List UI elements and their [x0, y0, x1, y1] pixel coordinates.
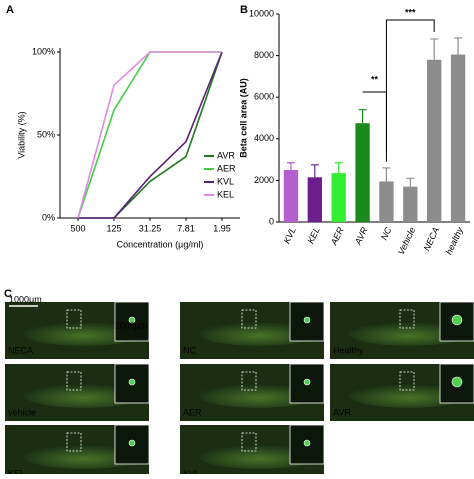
y-tick-label: 50%: [37, 129, 55, 139]
inset-box: [399, 309, 415, 329]
y-tick-label: 4000: [254, 133, 274, 143]
panel-label: B: [240, 4, 248, 16]
x-tick-label: 125: [106, 223, 121, 233]
bar: [427, 59, 442, 223]
annotation: **: [371, 74, 379, 84]
y-axis-label: Viability (%): [16, 111, 26, 158]
image-label: AVR: [333, 407, 351, 417]
error-bar: [430, 38, 439, 60]
image-label: vehicle: [8, 407, 36, 417]
panel-label: C: [4, 288, 12, 300]
islet: [303, 378, 311, 386]
bar: [450, 54, 466, 223]
y-tick-label: 10000: [249, 8, 274, 18]
series-line: [77, 51, 222, 219]
bar: [307, 177, 322, 222]
error-bar: [382, 167, 391, 182]
legend-label: AER: [217, 163, 236, 173]
image-label: KEL: [8, 468, 25, 474]
x-tick-label: AVR: [352, 225, 369, 247]
bracket: [385, 19, 435, 162]
legend-label: KEL: [217, 189, 234, 199]
y-tick-label: 6000: [254, 92, 274, 102]
annotation: ***: [405, 7, 416, 17]
inset-box: [241, 432, 257, 452]
islet: [451, 376, 463, 388]
x-tick-label: 500: [70, 223, 85, 233]
error-bar: [286, 162, 295, 170]
legend-label: AVR: [217, 150, 235, 160]
y-tick-label: 0%: [42, 212, 55, 222]
image-label: KVL: [183, 468, 200, 474]
islet: [303, 439, 311, 447]
inset-box: [66, 371, 82, 391]
larva: [198, 382, 320, 408]
larva: [198, 443, 320, 469]
bar: [379, 181, 394, 222]
x-tick-label: 1.95: [213, 223, 231, 233]
inset-scale-label: 1000μm: [115, 320, 148, 330]
image-label: AER: [183, 407, 202, 417]
image-label: NC: [183, 345, 196, 355]
series-line: [78, 51, 223, 219]
x-tick-label: 31.25: [139, 223, 162, 233]
error-bar: [334, 162, 343, 174]
bar: [331, 173, 346, 222]
islet: [128, 439, 136, 447]
x-tick-label: 7.81: [177, 223, 195, 233]
larva: [348, 320, 470, 346]
inset-box: [66, 432, 82, 452]
larva: [23, 320, 145, 346]
error-bar: [310, 164, 319, 178]
panel-label: A: [6, 4, 14, 16]
islet: [451, 314, 463, 326]
bar: [283, 170, 299, 222]
x-tick-label: NC: [379, 225, 394, 241]
islet: [303, 316, 311, 324]
x-tick-label: KEL: [306, 226, 322, 246]
inset: [289, 363, 325, 404]
bar: [355, 123, 370, 222]
series-line: [77, 51, 222, 219]
y-tick-label: 2000: [254, 175, 274, 185]
y-tick-label: 100%: [32, 46, 55, 56]
x-tick-label: NECA: [422, 226, 442, 253]
x-tick-label: Vehicle: [396, 226, 417, 257]
y-axis-label: Beta cell area (AU): [238, 78, 248, 158]
series-line: [78, 51, 223, 219]
legend-label: KVL: [217, 176, 234, 186]
x-tick-label: healthy: [444, 225, 466, 256]
larva: [348, 382, 470, 408]
error-bar: [454, 37, 463, 55]
islet: [128, 316, 136, 324]
islet: [128, 378, 136, 386]
scale-label: 1000μm: [9, 294, 42, 304]
y-tick-label: 8000: [254, 50, 274, 60]
image-label: NECA: [8, 345, 33, 355]
y-tick-label: 0: [269, 216, 274, 226]
inset-box: [241, 371, 257, 391]
inset-box: [66, 309, 82, 329]
inset-box: [399, 371, 415, 391]
error-bar: [358, 109, 367, 124]
larva: [198, 320, 320, 346]
bar: [403, 186, 418, 222]
x-axis-label: Concentration (µg/ml): [117, 239, 204, 249]
larva: [23, 443, 145, 469]
x-tick-label: AER: [328, 225, 346, 247]
x-tick-label: KVL: [282, 226, 298, 246]
inset-box: [241, 309, 257, 329]
larva: [23, 382, 145, 408]
error-bar: [406, 177, 415, 187]
image-label: Healthy: [333, 345, 364, 355]
